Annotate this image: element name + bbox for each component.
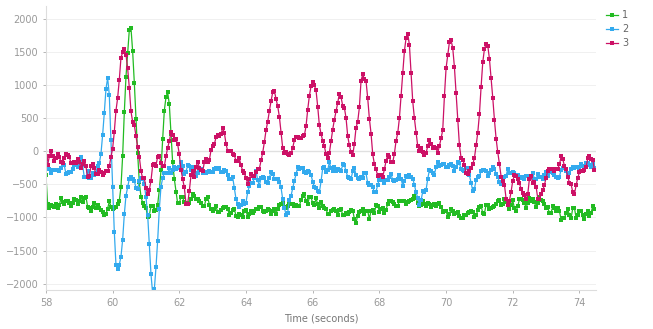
Legend: 1, 2, 3: 1, 2, 3	[607, 11, 628, 48]
2	[149, 291, 157, 295]
3	[42, 157, 50, 161]
1	[104, 207, 112, 211]
Line: 1: 1	[44, 26, 596, 224]
3	[104, 169, 112, 173]
1	[86, 206, 93, 210]
3	[385, 155, 393, 159]
2	[42, 158, 50, 162]
X-axis label: Time (seconds): Time (seconds)	[284, 314, 358, 323]
3	[526, 177, 534, 181]
1	[590, 207, 598, 211]
2	[526, 175, 534, 179]
2	[104, 76, 112, 80]
3	[574, 176, 582, 180]
2	[590, 166, 598, 170]
2	[105, 93, 113, 97]
3	[504, 204, 512, 208]
1	[526, 196, 534, 200]
2	[57, 166, 65, 170]
1	[389, 200, 396, 204]
2	[86, 176, 93, 180]
3	[86, 174, 93, 178]
1	[42, 173, 50, 177]
2	[574, 165, 582, 169]
3	[57, 160, 65, 164]
1	[574, 213, 582, 217]
Line: 2: 2	[44, 76, 596, 295]
1	[127, 26, 135, 30]
3	[404, 32, 411, 36]
3	[590, 168, 598, 172]
1	[352, 220, 360, 224]
Line: 3: 3	[44, 32, 596, 207]
1	[57, 196, 65, 200]
2	[389, 178, 396, 182]
